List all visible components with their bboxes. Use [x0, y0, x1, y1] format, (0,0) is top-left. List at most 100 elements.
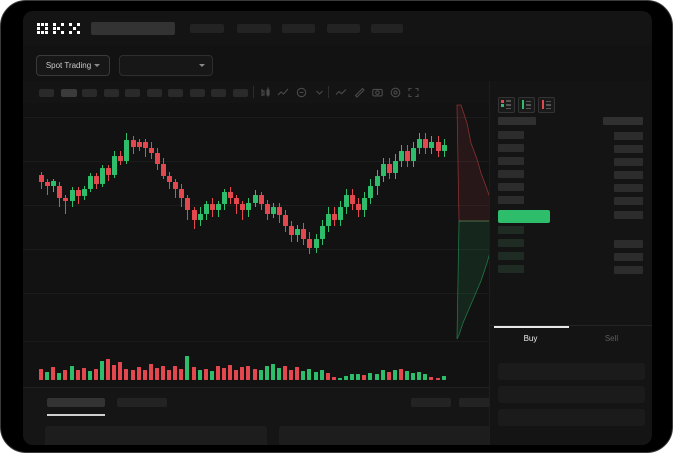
orderbook-asks-icon[interactable] [538, 97, 555, 113]
volume-bar [179, 368, 184, 380]
candle [283, 103, 288, 293]
spot-trading-selector[interactable]: Spot Trading [36, 55, 110, 76]
candle [295, 103, 301, 293]
candle [344, 103, 349, 293]
candlestick-icon[interactable] [259, 86, 272, 99]
timeframe-7[interactable] [189, 89, 205, 97]
volume-bar [392, 370, 397, 380]
candle [264, 103, 270, 293]
ruler-icon[interactable] [353, 86, 366, 99]
volume-bar [435, 377, 440, 380]
candle [142, 103, 148, 293]
order-book[interactable] [490, 117, 652, 321]
volume-bar [374, 374, 379, 380]
volume-bar [234, 369, 239, 380]
candle [130, 103, 136, 293]
candle [209, 103, 215, 293]
candle [374, 103, 380, 293]
timeframe-4[interactable] [125, 89, 140, 97]
candle [179, 103, 185, 293]
timeframe-2[interactable] [82, 89, 97, 97]
candle [276, 103, 282, 293]
orderbook-both-icon[interactable] [498, 97, 515, 113]
candle [429, 103, 435, 293]
candle [161, 103, 166, 293]
timeframe-6[interactable] [168, 89, 183, 97]
price-chart[interactable] [23, 103, 489, 341]
candle [185, 103, 191, 293]
bottom-action-1[interactable] [459, 398, 497, 407]
orderbook-bids-icon[interactable] [518, 97, 535, 113]
timeframe-8[interactable] [211, 89, 226, 97]
candle [69, 103, 75, 293]
ask-amount [614, 144, 643, 153]
candle [39, 103, 44, 293]
volume-chart[interactable] [23, 341, 489, 388]
bottom-tab-1[interactable] [117, 398, 167, 407]
timeframe-1[interactable] [60, 89, 77, 97]
candle [398, 103, 404, 293]
nav-item-1[interactable] [190, 24, 224, 33]
buy-sell-tabs: Buy Sell [490, 325, 652, 354]
indicators-icon[interactable] [295, 86, 308, 99]
volume-bar [87, 371, 92, 380]
volume-bar [417, 372, 422, 380]
trading-pair-select[interactable] [119, 55, 213, 76]
camera-icon[interactable] [371, 86, 384, 99]
volume-bar [222, 368, 226, 380]
candle [75, 103, 81, 293]
chevron-down-icon[interactable] [313, 86, 326, 99]
bid-price [498, 239, 524, 247]
ask-price [498, 157, 524, 165]
candle [386, 103, 392, 293]
line-chart-icon[interactable] [277, 86, 290, 99]
ask-amount [614, 170, 643, 179]
candle [307, 103, 313, 293]
bottom-tab-0[interactable] [47, 398, 105, 407]
nav-item-3[interactable] [282, 24, 315, 33]
candle [362, 103, 368, 293]
bid-price [498, 265, 524, 273]
candle [63, 103, 69, 293]
candle [57, 103, 63, 293]
trend-line-icon[interactable] [335, 86, 348, 99]
candle [252, 103, 258, 293]
volume-bar [197, 370, 202, 380]
volume-bar [423, 374, 428, 380]
fullscreen-icon[interactable] [407, 86, 420, 99]
order-field-1[interactable] [498, 386, 645, 403]
candle [350, 103, 356, 293]
ask-price [498, 131, 524, 139]
timeframe-0[interactable] [39, 89, 54, 97]
ask-price [498, 170, 524, 178]
timeframe-5[interactable] [146, 89, 162, 97]
candlestick-series [23, 103, 489, 298]
bid-amount [614, 265, 643, 274]
okx-logo-icon[interactable] [37, 23, 81, 35]
bid-amount [614, 252, 643, 261]
candle [197, 103, 203, 293]
orderbook-header-amount [603, 117, 643, 125]
nav-item-5[interactable] [371, 24, 403, 33]
volume-bar [307, 368, 312, 380]
ask-price [498, 183, 524, 191]
volume-bar [325, 372, 330, 380]
timeframe-9[interactable] [232, 89, 248, 97]
order-field-0[interactable] [498, 363, 645, 380]
global-search-input[interactable] [91, 22, 175, 35]
settings-icon[interactable] [389, 86, 402, 99]
candle [368, 103, 374, 293]
timeframe-3[interactable] [103, 89, 119, 97]
tab-sell[interactable]: Sell [604, 334, 619, 343]
volume-bar [270, 364, 275, 380]
volume-bar [124, 368, 129, 380]
bottom-action-0[interactable] [411, 398, 451, 407]
nav-item-4[interactable] [327, 24, 360, 33]
tab-buy[interactable]: Buy [523, 334, 538, 343]
volume-bar [39, 368, 43, 380]
volume-bar [319, 370, 324, 380]
order-field-2[interactable] [498, 409, 645, 426]
volume-bar [246, 365, 251, 380]
candle [337, 103, 343, 293]
nav-item-2[interactable] [237, 24, 271, 33]
